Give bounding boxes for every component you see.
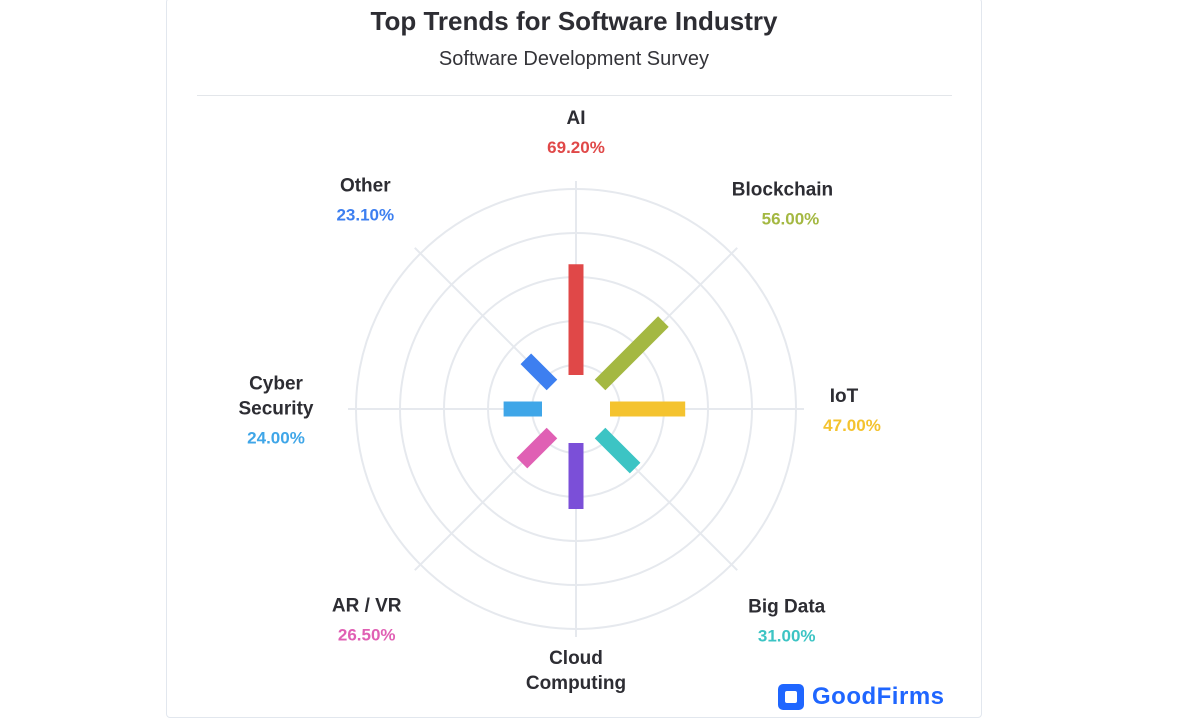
- labels: AI 69.20% Blockchain 56.00% IoT 47.00% Big Dat…: [239, 108, 881, 694]
- value-iot: 47.00%: [823, 416, 881, 435]
- goodfirms-logo-icon: [778, 684, 804, 710]
- header-divider: [197, 95, 952, 96]
- polar-grid: [348, 181, 804, 637]
- grid-spoke: [414, 247, 546, 379]
- value-other: 23.10%: [336, 205, 394, 224]
- label-iot: IoT: [830, 386, 859, 407]
- chart-title: Top Trends for Software Industry: [370, 6, 778, 36]
- brand-logo: GoodFirms: [778, 682, 945, 712]
- label-ai: AI: [567, 108, 586, 129]
- value-ai: 69.20%: [547, 138, 605, 157]
- label-cloud-computing: Computing: [526, 673, 626, 694]
- bars: [503, 264, 686, 509]
- value-ar-vr: 26.50%: [338, 625, 396, 644]
- chart-subtitle: Software Development Survey: [438, 48, 710, 70]
- radial-bar-chart: AI 69.20% Blockchain 56.00% IoT 47.00% Big Dat…: [239, 108, 881, 694]
- bar-big-data: [594, 427, 641, 474]
- label-ar-vr: AR / VR: [332, 595, 402, 616]
- bar-blockchain: [594, 316, 669, 391]
- brand-name: GoodFirms: [812, 683, 945, 710]
- bar-ar-vr: [516, 427, 558, 469]
- label-cyber-security: Security: [239, 399, 314, 420]
- label-cloud-computing: Cloud: [549, 648, 603, 669]
- label-big-data: Big Data: [748, 597, 826, 618]
- value-big-data: 31.00%: [758, 627, 816, 646]
- bar-other: [520, 353, 558, 391]
- value-blockchain: 56.00%: [762, 210, 820, 229]
- label-other: Other: [340, 175, 391, 196]
- value-cyber-security: 24.00%: [247, 429, 305, 448]
- label-blockchain: Blockchain: [732, 180, 833, 201]
- label-cyber-security: Cyber: [249, 374, 303, 395]
